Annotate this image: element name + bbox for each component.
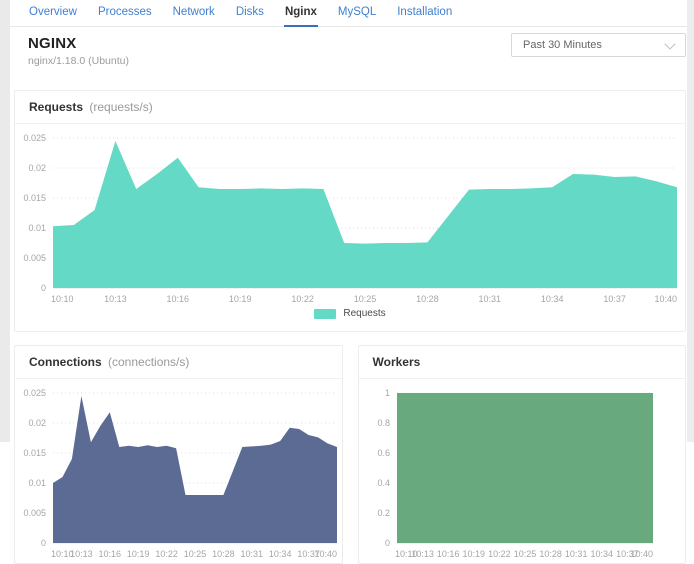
page-left-gutter [0,0,10,442]
tab-network[interactable]: Network [172,0,216,27]
requests-legend: Requests [15,308,685,331]
tab-disks[interactable]: Disks [235,0,265,27]
page-header: NGINX nginx/1.18.0 (Ubuntu) Past 30 Minu… [10,27,687,77]
requests-chart-title: Requests [29,100,83,114]
svg-text:0: 0 [41,283,46,293]
svg-text:10:31: 10:31 [241,549,264,559]
workers-chart-title: Workers [373,355,421,369]
chevron-down-icon [664,38,675,49]
svg-text:10:22: 10:22 [488,549,511,559]
connections-chart-unit: (connections/s) [108,355,189,369]
bottom-charts-row: Connections (connections/s) 0 0.005 0.01 0.… [14,345,686,564]
svg-text:10:31: 10:31 [479,294,502,304]
tab-processes[interactable]: Processes [97,0,153,27]
svg-text:10:28: 10:28 [416,294,439,304]
svg-text:10:40: 10:40 [630,549,653,559]
svg-text:10:10: 10:10 [51,294,74,304]
page-right-gutter [687,0,694,442]
svg-text:0.2: 0.2 [377,508,390,518]
svg-text:10:34: 10:34 [541,294,564,304]
svg-text:10:25: 10:25 [184,549,207,559]
svg-text:10:31: 10:31 [564,549,587,559]
svg-text:1: 1 [384,388,389,398]
tab-mysql[interactable]: MySQL [337,0,377,27]
svg-text:10:16: 10:16 [436,549,459,559]
svg-text:0.015: 0.015 [23,193,46,203]
svg-text:10:13: 10:13 [411,549,434,559]
connections-card: Connections (connections/s) 0 0.005 0.01 0.… [14,345,343,564]
svg-text:10:34: 10:34 [269,549,292,559]
svg-text:10:16: 10:16 [167,294,190,304]
requests-card-header: Requests (requests/s) [15,91,685,124]
svg-text:0.6: 0.6 [377,448,390,458]
svg-text:10:28: 10:28 [212,549,235,559]
svg-text:10:25: 10:25 [513,549,536,559]
tab-bar: Overview Processes Network Disks Nginx MySQL I… [10,0,687,27]
svg-text:10:19: 10:19 [229,294,252,304]
requests-chart-unit: (requests/s) [89,100,152,114]
svg-text:10:19: 10:19 [462,549,485,559]
monitoring-panel: Overview Processes Network Disks Nginx MySQL I… [10,0,687,442]
connections-card-header: Connections (connections/s) [15,346,342,379]
svg-text:0.015: 0.015 [23,448,46,458]
requests-card: Requests (requests/s) 0 0.005 0.01 0.015 0.0… [14,90,686,332]
svg-text:0.005: 0.005 [23,508,46,518]
svg-text:10:22: 10:22 [291,294,314,304]
svg-text:0.025: 0.025 [23,388,46,398]
svg-text:10:13: 10:13 [70,549,93,559]
svg-text:0: 0 [41,538,46,548]
svg-text:10:22: 10:22 [155,549,178,559]
workers-card-header: Workers [359,346,686,379]
tab-installation[interactable]: Installation [396,0,453,27]
svg-text:0.4: 0.4 [377,478,390,488]
svg-text:10:28: 10:28 [539,549,562,559]
svg-text:0.01: 0.01 [28,223,46,233]
tab-overview[interactable]: Overview [28,0,78,27]
svg-text:10:40: 10:40 [314,549,337,559]
svg-text:0: 0 [384,538,389,548]
svg-text:0.8: 0.8 [377,418,390,428]
svg-text:10:16: 10:16 [99,549,122,559]
connections-chart-title: Connections [29,355,102,369]
svg-text:10:34: 10:34 [590,549,613,559]
svg-text:0.01: 0.01 [28,478,46,488]
svg-text:10:13: 10:13 [104,294,127,304]
svg-text:0.02: 0.02 [28,163,46,173]
time-range-select[interactable]: Past 30 Minutes [511,33,686,57]
svg-text:0.005: 0.005 [23,253,46,263]
svg-text:0.025: 0.025 [23,133,46,143]
requests-legend-swatch [314,309,336,319]
svg-text:10:25: 10:25 [354,294,377,304]
svg-text:10:37: 10:37 [603,294,626,304]
requests-chart: 0 0.005 0.01 0.015 0.02 0.025 10:10 10:13 10:16 1… [21,128,679,308]
svg-text:10:19: 10:19 [127,549,150,559]
time-range-value: Past 30 Minutes [523,39,602,51]
tab-nginx[interactable]: Nginx [284,0,318,27]
requests-legend-label: Requests [343,308,385,319]
svg-text:10:40: 10:40 [654,294,677,304]
svg-text:0.02: 0.02 [28,418,46,428]
